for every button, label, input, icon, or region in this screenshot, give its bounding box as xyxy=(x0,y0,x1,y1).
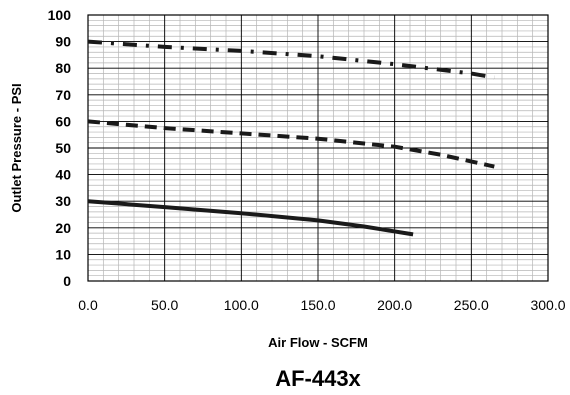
y-tick-label: 60 xyxy=(55,113,71,129)
y-axis-tick-labels: 0 10 20 30 40 50 60 70 80 90 100 xyxy=(48,7,72,289)
y-tick-label: 0 xyxy=(63,273,71,289)
y-tick-label: 80 xyxy=(55,60,71,76)
y-axis-label: Outlet Pressure - PSI xyxy=(9,83,24,212)
x-axis-label: Air Flow - SCFM xyxy=(268,335,368,350)
series-line-dashed xyxy=(87,119,495,169)
x-tick-label: 300.0 xyxy=(530,297,565,313)
chart-title: AF-443x xyxy=(275,366,361,391)
x-tick-label: 0.0 xyxy=(78,297,98,313)
x-axis-tick-labels: 0.0 50.0 100.0 150.0 200.0 250.0 300.0 xyxy=(78,297,565,313)
y-tick-label: 40 xyxy=(55,167,71,183)
y-tick-label: 10 xyxy=(55,246,71,262)
y-tick-label: 90 xyxy=(55,34,71,50)
x-tick-label: 150.0 xyxy=(300,297,335,313)
y-tick-label: 50 xyxy=(55,140,71,156)
series-line-solid xyxy=(87,199,414,237)
x-tick-label: 250.0 xyxy=(454,297,489,313)
series-lines xyxy=(87,39,495,237)
y-tick-label: 30 xyxy=(55,193,71,209)
major-gridlines xyxy=(87,14,549,282)
y-tick-label: 20 xyxy=(55,220,71,236)
y-tick-label: 100 xyxy=(48,7,72,23)
series-line-dash-dot xyxy=(87,39,495,80)
y-tick-label: 70 xyxy=(55,87,71,103)
x-tick-label: 50.0 xyxy=(151,297,178,313)
plot-area-frame xyxy=(87,14,549,282)
x-tick-label: 200.0 xyxy=(377,297,412,313)
x-tick-label: 100.0 xyxy=(224,297,259,313)
